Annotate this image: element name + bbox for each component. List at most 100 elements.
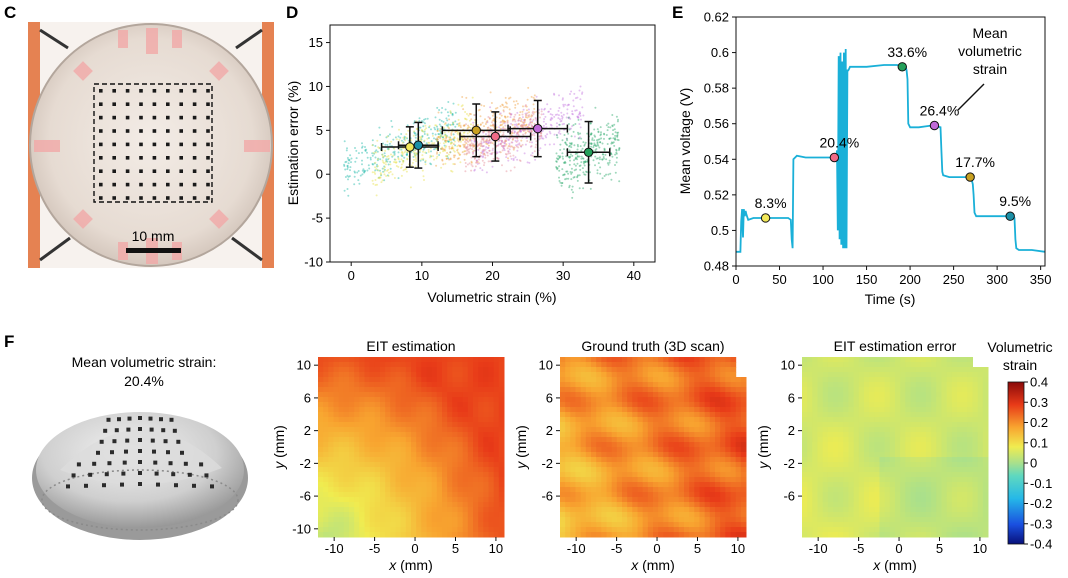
heatmap-cell xyxy=(328,412,334,418)
heatmap-cell xyxy=(616,472,623,478)
heatmap-cell xyxy=(323,412,329,418)
scatter-cloud-point xyxy=(580,161,583,164)
heatmap-cell xyxy=(704,397,711,403)
scatter-cloud-point xyxy=(492,117,495,120)
heatmap-cell xyxy=(632,482,638,488)
heatmap-cell xyxy=(642,392,649,398)
scatter-cloud-point xyxy=(451,114,454,117)
heatmap-cell xyxy=(431,472,438,478)
heatmap-cell xyxy=(802,482,808,488)
heatmap-cell xyxy=(709,427,716,433)
heatmap-cell xyxy=(436,527,443,533)
heatmap-cell xyxy=(395,412,402,418)
scatter-cloud-point xyxy=(452,149,455,152)
heatmap-cell xyxy=(606,497,613,503)
heatmap-cell xyxy=(663,397,669,403)
heatmap-cell xyxy=(323,512,329,518)
heatmap-cell xyxy=(447,517,453,523)
heatmap-cell xyxy=(442,387,448,393)
heatmap-cell xyxy=(364,517,371,523)
x-tick-label: 0 xyxy=(348,268,355,283)
heatmap-cell xyxy=(338,397,345,403)
heatmap-cell xyxy=(585,412,592,418)
heatmap-cell xyxy=(735,482,742,488)
heatmap-cell xyxy=(447,407,453,413)
heatmap-cell xyxy=(596,462,602,468)
scatter-cloud-point xyxy=(482,148,485,151)
scatter-cloud-point xyxy=(427,150,430,153)
scatter-cloud-point xyxy=(466,132,469,135)
heatmap-cell xyxy=(580,382,587,388)
scatter-cloud-point xyxy=(574,164,577,167)
heatmap-cell xyxy=(622,392,628,398)
marker-dot xyxy=(166,156,170,160)
scatter-cloud-point xyxy=(465,118,468,121)
scatter-cloud-point xyxy=(348,159,351,162)
scatter-cloud-point xyxy=(371,139,374,142)
heatmap-cell xyxy=(570,382,576,388)
scatter-cloud-point xyxy=(589,133,592,136)
scatter-cloud-point xyxy=(472,151,475,154)
scatter-cloud-point xyxy=(385,175,388,177)
chart-d-clouds xyxy=(343,85,621,199)
heatmap-cell xyxy=(596,527,602,533)
scatter-cloud-point xyxy=(454,154,457,157)
scatter-cloud-point xyxy=(459,161,462,164)
heatmap-cell xyxy=(318,402,324,408)
heatmap-cell xyxy=(349,457,355,463)
scatter-cloud-point xyxy=(420,128,423,131)
heatmap-cell xyxy=(405,437,412,443)
heatmap-cell xyxy=(735,402,742,408)
scatter-cloud-point xyxy=(574,97,577,100)
heatmap-cell xyxy=(653,517,659,523)
heatmap-cell xyxy=(627,357,633,363)
scatter-cloud-point xyxy=(514,120,517,123)
heatmap-cell xyxy=(457,427,464,433)
heatmap-cell xyxy=(462,482,469,488)
heatmap-cell xyxy=(663,387,669,393)
heatmap-cell xyxy=(488,452,495,458)
heatmap-cell xyxy=(616,447,623,453)
scatter-cloud-point xyxy=(467,150,470,153)
heatmap-cell xyxy=(400,462,407,468)
scatter-cloud-point xyxy=(468,151,471,154)
heatmap-cell xyxy=(467,442,474,448)
heatmap-cell xyxy=(467,417,474,423)
heatmap-cell xyxy=(601,477,607,483)
heatmap-cell xyxy=(442,517,448,523)
heatmap-cell xyxy=(354,517,360,523)
heatmap-cell xyxy=(405,457,412,463)
heatmap-cell xyxy=(359,382,365,388)
heatmap-cell xyxy=(591,447,597,453)
heatmap-cell xyxy=(715,502,721,508)
heatmap-cell xyxy=(647,522,654,528)
scatter-cloud-point xyxy=(563,134,566,136)
heatmap-cell xyxy=(333,477,340,483)
heatmap-cell xyxy=(467,437,474,443)
heatmap-cell xyxy=(452,367,458,373)
heatmap-cell xyxy=(436,377,443,383)
marker-dot xyxy=(166,169,170,173)
heatmap-cell xyxy=(812,397,818,403)
heatmap-cell xyxy=(565,452,571,458)
scatter-cloud-point xyxy=(576,148,579,151)
heatmap-cell xyxy=(323,357,329,363)
scatter-cloud-point xyxy=(572,99,575,102)
heatmap-cell xyxy=(684,457,690,463)
heatmap-cell xyxy=(632,392,638,398)
scatter-cloud-point xyxy=(516,139,519,142)
scatter-cloud-point xyxy=(487,144,490,147)
heatmap-cell xyxy=(565,397,571,403)
heatmap-cell xyxy=(478,502,484,508)
scatter-cloud-point xyxy=(482,145,485,147)
heatmap-cell xyxy=(694,477,700,483)
heatmap-cell xyxy=(385,517,391,523)
heatmap-cell xyxy=(802,502,808,508)
heatmap-cell xyxy=(565,457,571,463)
scatter-cloud-point xyxy=(500,144,503,147)
heatmap-cell xyxy=(601,357,607,363)
heatmap-cell xyxy=(720,437,726,443)
heatmap-cell xyxy=(580,512,587,518)
scatter-cloud-point xyxy=(398,128,400,131)
scatter-cloud-point xyxy=(605,124,608,127)
